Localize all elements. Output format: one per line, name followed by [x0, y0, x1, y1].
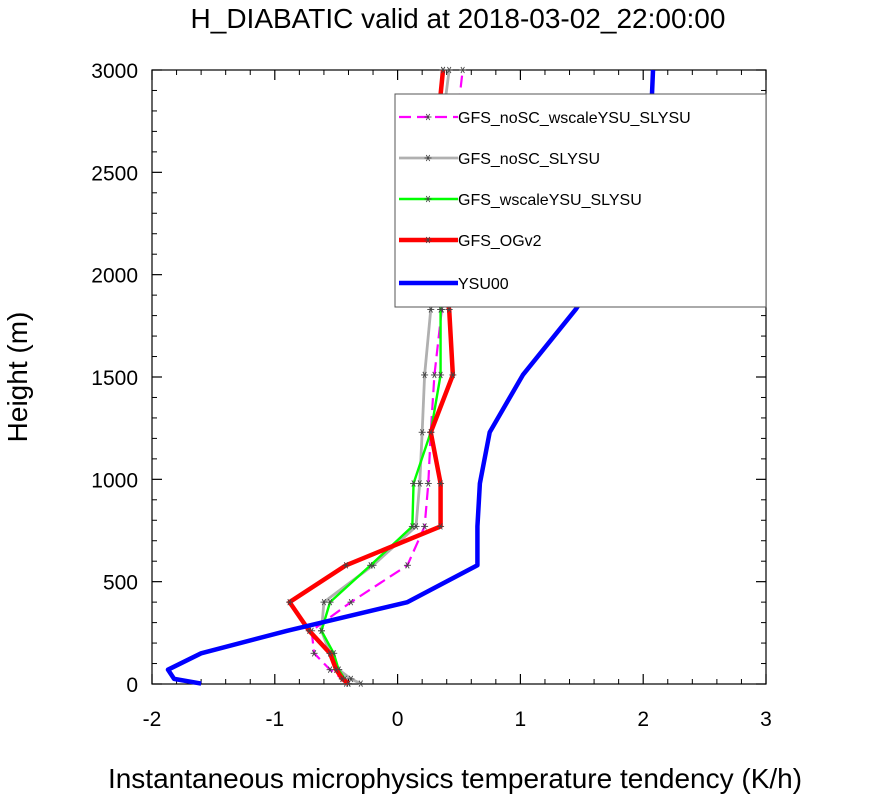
- data-point: [326, 598, 334, 606]
- data-point: [416, 480, 424, 487]
- legend-item: YSU00: [399, 276, 509, 293]
- data-point: [410, 480, 418, 487]
- legend-item: GFS_noSC_SLYSU: [399, 151, 600, 168]
- data-point: [439, 66, 447, 74]
- data-point: [342, 562, 350, 569]
- x-axis-label: Instantaneous microphysics temperature t…: [108, 763, 802, 794]
- legend: GFS_noSC_wscaleYSU_SLYSU GFS_noSC_SLYSU GF…: [394, 93, 767, 308]
- x-tick-label: 1: [515, 708, 527, 731]
- data-point: [338, 675, 346, 683]
- chart-title: H_DIABATIC valid at 2018-03-02_22:00:00: [191, 3, 726, 34]
- legend-label: GFS_OGv2: [458, 233, 542, 250]
- axis-ticks: -2 -1 0 1 2 3 0 500 1000 1500 2000 2500 3000: [91, 60, 772, 731]
- data-point: [437, 480, 445, 487]
- legend-marker: [424, 113, 432, 121]
- y-tick-label: 2500: [91, 162, 138, 185]
- data-point: [421, 523, 429, 530]
- data-point: [286, 598, 294, 606]
- data-point: [437, 523, 445, 530]
- legend-item: GFS_wscaleYSU_SLYSU: [399, 192, 642, 209]
- data-point: [326, 650, 334, 657]
- x-tick-label: -1: [265, 708, 284, 731]
- data-point: [367, 562, 375, 569]
- data-point: [408, 523, 416, 530]
- legend-label: GFS_wscaleYSU_SLYSU: [458, 192, 642, 209]
- data-point: [403, 562, 411, 569]
- data-point: [427, 428, 435, 436]
- legend-marker: [424, 195, 432, 203]
- data-point: [449, 371, 457, 379]
- x-tick-label: 2: [637, 708, 649, 731]
- data-point: [332, 666, 340, 673]
- legend-label: YSU00: [458, 276, 509, 293]
- x-tick-label: -2: [143, 708, 162, 731]
- legend-item: GFS_noSC_wscaleYSU_SLYSU: [399, 110, 691, 127]
- data-point: [437, 371, 445, 379]
- x-tick-label: 3: [760, 708, 772, 731]
- legend-marker: [424, 154, 432, 162]
- data-point: [418, 428, 426, 436]
- y-tick-label: 0: [126, 674, 138, 697]
- data-point: [344, 680, 352, 687]
- data-point: [317, 627, 325, 635]
- data-point: [421, 371, 429, 379]
- legend-label: GFS_noSC_SLYSU: [458, 151, 600, 168]
- data-point: [424, 480, 432, 487]
- data-point: [459, 66, 467, 74]
- y-axis-label: Height (m): [2, 312, 33, 443]
- data-point: [320, 598, 328, 606]
- data-point: [305, 627, 313, 635]
- x-tick-label: 0: [392, 708, 404, 731]
- y-tick-label: 500: [103, 572, 138, 595]
- legend-marker: [424, 236, 432, 244]
- y-tick-label: 3000: [91, 60, 138, 83]
- y-tick-label: 1000: [91, 469, 138, 492]
- y-tick-label: 2000: [91, 265, 138, 288]
- data-point: [445, 66, 453, 74]
- legend-box: [394, 93, 767, 308]
- data-point: [347, 598, 355, 606]
- data-point: [430, 371, 438, 379]
- y-tick-label: 1500: [91, 367, 138, 390]
- data-point: [357, 680, 365, 687]
- legend-item: GFS_OGv2: [399, 233, 542, 250]
- data-point: [310, 650, 318, 657]
- data-point: [326, 666, 334, 673]
- legend-label: GFS_noSC_wscaleYSU_SLYSU: [458, 110, 691, 127]
